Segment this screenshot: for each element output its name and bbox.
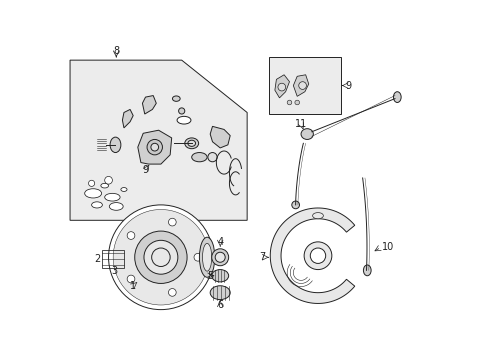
Circle shape: [304, 242, 331, 270]
Text: 2: 2: [95, 254, 101, 264]
Ellipse shape: [177, 116, 190, 124]
Circle shape: [88, 180, 95, 186]
Bar: [102, 249, 123, 268]
Ellipse shape: [202, 243, 211, 271]
Ellipse shape: [109, 203, 123, 210]
Polygon shape: [270, 208, 354, 303]
Circle shape: [108, 205, 213, 310]
Text: 5: 5: [206, 271, 213, 281]
Polygon shape: [122, 109, 133, 128]
Ellipse shape: [363, 265, 370, 276]
Text: 8: 8: [113, 46, 119, 56]
Ellipse shape: [211, 249, 228, 266]
Circle shape: [127, 275, 135, 283]
Circle shape: [135, 231, 187, 283]
Text: 11: 11: [294, 119, 306, 129]
Ellipse shape: [215, 252, 225, 262]
Ellipse shape: [104, 193, 120, 201]
Circle shape: [151, 143, 158, 151]
Circle shape: [194, 253, 202, 261]
Circle shape: [104, 176, 112, 184]
Ellipse shape: [91, 202, 102, 208]
Circle shape: [127, 232, 135, 239]
Ellipse shape: [172, 96, 180, 101]
Circle shape: [291, 201, 299, 209]
Circle shape: [277, 83, 285, 91]
Text: 4: 4: [217, 237, 223, 247]
Circle shape: [298, 82, 306, 89]
Ellipse shape: [84, 189, 102, 198]
Text: 9: 9: [142, 165, 148, 175]
Bar: [268, 57, 341, 114]
Text: 3: 3: [111, 266, 118, 276]
Ellipse shape: [191, 153, 207, 162]
Ellipse shape: [301, 129, 313, 139]
Polygon shape: [293, 75, 308, 96]
Polygon shape: [210, 126, 230, 148]
Polygon shape: [138, 130, 171, 164]
Ellipse shape: [187, 140, 195, 147]
Circle shape: [178, 108, 184, 114]
Ellipse shape: [199, 237, 214, 277]
Text: 6: 6: [217, 300, 223, 310]
Ellipse shape: [210, 286, 230, 300]
Circle shape: [113, 210, 208, 305]
Ellipse shape: [312, 213, 323, 219]
Ellipse shape: [211, 270, 228, 282]
Ellipse shape: [101, 183, 108, 188]
Polygon shape: [142, 95, 156, 114]
Circle shape: [168, 218, 176, 226]
Circle shape: [143, 240, 178, 274]
Circle shape: [151, 248, 170, 266]
Text: 10: 10: [381, 242, 393, 252]
Circle shape: [294, 100, 299, 105]
Ellipse shape: [110, 137, 121, 153]
Ellipse shape: [207, 153, 217, 162]
Ellipse shape: [121, 188, 127, 192]
Circle shape: [147, 139, 162, 155]
Text: 9: 9: [345, 81, 351, 91]
Circle shape: [286, 100, 291, 105]
Polygon shape: [274, 75, 289, 98]
Circle shape: [310, 248, 325, 264]
Text: 1: 1: [130, 281, 136, 291]
Circle shape: [168, 289, 176, 296]
Text: 7: 7: [259, 252, 265, 262]
Ellipse shape: [393, 92, 400, 103]
Polygon shape: [70, 60, 246, 220]
Ellipse shape: [184, 138, 198, 149]
